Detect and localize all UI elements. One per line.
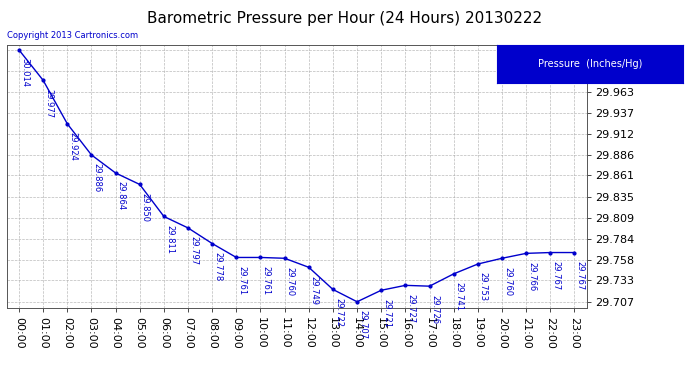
Text: 29.778: 29.778 <box>213 252 222 281</box>
Text: Copyright 2013 Cartronics.com: Copyright 2013 Cartronics.com <box>7 31 138 40</box>
Text: 29.741: 29.741 <box>455 282 464 311</box>
Text: 29.811: 29.811 <box>165 225 174 254</box>
Text: 29.761: 29.761 <box>237 266 246 295</box>
Text: 29.761: 29.761 <box>262 266 270 295</box>
Text: 29.722: 29.722 <box>334 298 343 327</box>
Text: 29.850: 29.850 <box>141 193 150 222</box>
Text: 29.977: 29.977 <box>44 88 53 118</box>
Text: 29.767: 29.767 <box>551 261 560 290</box>
Text: 29.886: 29.886 <box>92 163 101 192</box>
Text: 30.014: 30.014 <box>20 58 29 87</box>
Text: 29.726: 29.726 <box>431 294 440 324</box>
Text: 29.707: 29.707 <box>358 310 367 339</box>
Text: 29.760: 29.760 <box>503 267 512 296</box>
Text: 29.753: 29.753 <box>479 272 488 302</box>
Text: 29.766: 29.766 <box>527 262 536 291</box>
Text: 29.727: 29.727 <box>406 294 415 323</box>
Text: Pressure  (Inches/Hg): Pressure (Inches/Hg) <box>538 59 642 69</box>
Text: Barometric Pressure per Hour (24 Hours) 20130222: Barometric Pressure per Hour (24 Hours) … <box>148 11 542 26</box>
Text: 29.864: 29.864 <box>117 181 126 210</box>
Text: 29.797: 29.797 <box>189 236 198 266</box>
Text: 29.924: 29.924 <box>68 132 77 161</box>
Text: 29.767: 29.767 <box>575 261 584 290</box>
Text: 29.749: 29.749 <box>310 276 319 304</box>
Text: 29.760: 29.760 <box>286 267 295 296</box>
Text: 29.721: 29.721 <box>382 298 391 328</box>
